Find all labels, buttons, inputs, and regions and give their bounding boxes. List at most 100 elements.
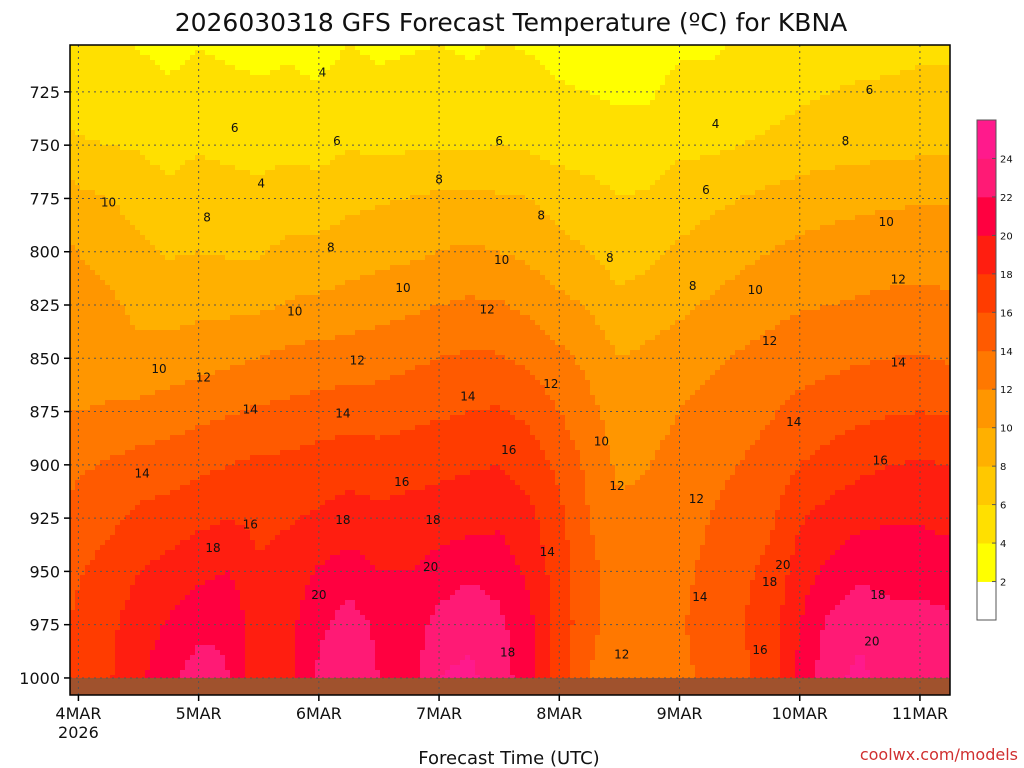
- contour-label: 10: [151, 362, 166, 376]
- y-tick-label: 725: [29, 83, 60, 102]
- contour-label: 12: [480, 302, 495, 316]
- x-axis-label: Forecast Time (UTC): [418, 748, 599, 768]
- colorbar-swatch: [977, 120, 996, 159]
- ground-band: [70, 678, 950, 695]
- contour-label: 16: [873, 454, 888, 468]
- contour-label: 10: [287, 304, 302, 318]
- contour-label: 16: [243, 518, 258, 532]
- colorbar-swatch: [977, 351, 996, 390]
- colorbar-label: 12: [1000, 385, 1013, 396]
- contour-label: 6: [333, 134, 341, 148]
- contour-label: 14: [335, 407, 350, 421]
- contour-label: 8: [203, 211, 211, 225]
- contour-label: 10: [494, 253, 509, 267]
- colorbar-label: 20: [1000, 231, 1013, 242]
- contour-label: 14: [891, 356, 906, 370]
- chart-canvas: 2026030318 GFS Forecast Temperature (ºC)…: [0, 0, 1024, 768]
- colorbar-swatch: [977, 505, 996, 544]
- contour-label: 18: [870, 588, 885, 602]
- contour-label: 6: [702, 183, 710, 197]
- contour-label: 12: [196, 370, 211, 384]
- colorbar-label: 16: [1000, 308, 1013, 319]
- colorbar-label: 14: [1000, 347, 1013, 358]
- contour-label: 14: [243, 402, 258, 416]
- contour-label: 20: [775, 558, 790, 572]
- contour-label: 12: [891, 272, 906, 286]
- colorbar-label: 24: [1000, 154, 1013, 165]
- contour-label: 14: [460, 390, 475, 404]
- contour-label: 18: [425, 513, 440, 527]
- contour-label: 10: [748, 283, 763, 297]
- contour-label: 12: [614, 648, 629, 662]
- contour-label: 8: [606, 251, 614, 265]
- y-tick-label: 950: [29, 562, 60, 581]
- colorbar-label: 4: [1000, 539, 1006, 550]
- y-tick-label: 875: [29, 403, 60, 422]
- contour-label: 16: [501, 443, 516, 457]
- colorbar-label: 8: [1000, 462, 1006, 473]
- x-tick-label: 7MAR: [416, 704, 462, 723]
- x-tick-sublabel: 2026: [58, 723, 99, 742]
- colorbar-swatch: [977, 312, 996, 351]
- colorbar-swatch: [977, 274, 996, 313]
- contour-label: 14: [786, 415, 801, 429]
- contour-label: 18: [500, 645, 515, 659]
- y-tick-label: 925: [29, 509, 60, 528]
- y-tick-label: 825: [29, 296, 60, 315]
- contour-label: 10: [395, 281, 410, 295]
- colorbar-label: 18: [1000, 270, 1013, 281]
- colorbar-swatch: [977, 158, 996, 197]
- contour-label: 18: [205, 541, 220, 555]
- colorbar-label: 22: [1000, 193, 1013, 204]
- contour-label: 14: [540, 545, 555, 559]
- y-tick-label: 800: [29, 243, 60, 262]
- x-tick-label: 10MAR: [772, 704, 828, 723]
- x-tick-label: 5MAR: [176, 704, 222, 723]
- source-credit[interactable]: coolwx.com/models: [860, 745, 1018, 764]
- colorbar-label: 6: [1000, 501, 1006, 512]
- contour-label: 12: [350, 353, 365, 367]
- y-tick-label: 775: [29, 189, 60, 208]
- contour-label: 12: [762, 334, 777, 348]
- contour-label: 18: [762, 575, 777, 589]
- contour-label: 4: [257, 177, 265, 191]
- contour-label: 4: [319, 66, 327, 80]
- colorbar-swatch: [977, 389, 996, 428]
- contour-label: 10: [879, 215, 894, 229]
- y-tick-label: 900: [29, 456, 60, 475]
- x-tick-label: 8MAR: [536, 704, 582, 723]
- contour-label: 20: [311, 588, 326, 602]
- contour-label: 14: [134, 466, 149, 480]
- contour-label: 12: [609, 479, 624, 493]
- colorbar-swatch: [977, 466, 996, 505]
- colorbar-swatch: [977, 428, 996, 467]
- contour-label: 8: [327, 240, 335, 254]
- chart-title: 2026030318 GFS Forecast Temperature (ºC)…: [175, 8, 848, 37]
- y-tick-label: 975: [29, 616, 60, 635]
- x-tick-label: 11MAR: [892, 704, 948, 723]
- x-tick-label: 9MAR: [656, 704, 702, 723]
- contour-label: 16: [752, 643, 767, 657]
- colorbar-swatch: [977, 235, 996, 274]
- contour-label: 16: [394, 475, 409, 489]
- x-tick-label: 4MAR: [55, 704, 101, 723]
- contour-label: 20: [864, 635, 879, 649]
- y-tick-label: 850: [29, 349, 60, 368]
- x-tick-label: 6MAR: [296, 704, 342, 723]
- contour-label: 12: [543, 377, 558, 391]
- contour-label: 8: [842, 134, 850, 148]
- contour-label: 8: [689, 279, 697, 293]
- contour-label: 8: [435, 172, 443, 186]
- contour-label: 10: [594, 434, 609, 448]
- contour-label: 14: [692, 590, 707, 604]
- contour-label: 20: [423, 560, 438, 574]
- y-tick-label: 750: [29, 136, 60, 155]
- contour-label: 10: [101, 196, 116, 210]
- colorbar-swatch: [977, 543, 996, 582]
- contour-label: 4: [712, 117, 720, 131]
- colorbar-swatch: [977, 197, 996, 236]
- contour-label: 18: [335, 513, 350, 527]
